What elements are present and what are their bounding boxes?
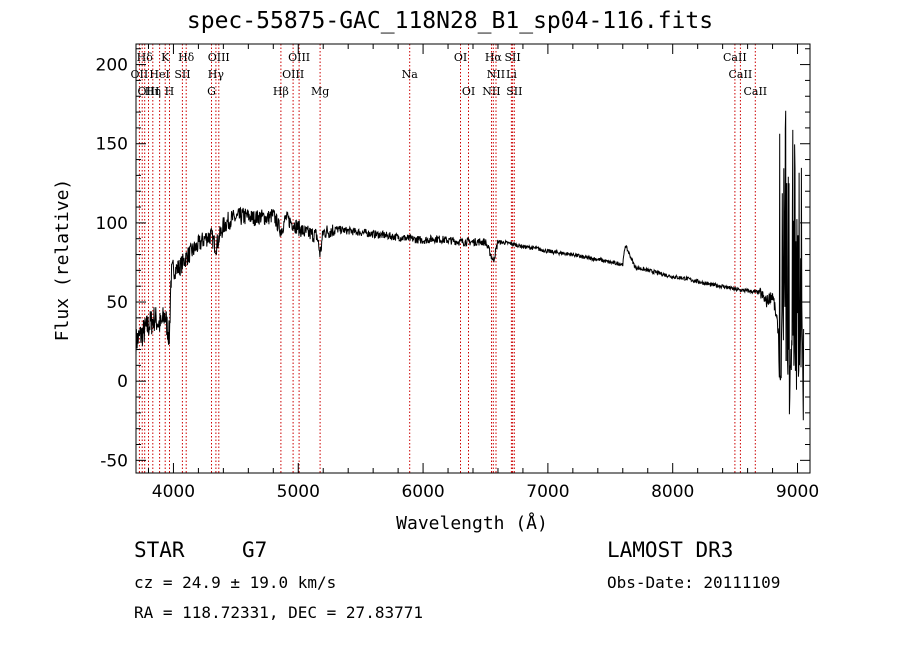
line-label-4: OIII (288, 51, 310, 64)
coordinates: RA = 118.72331, DEC = 27.83771 (134, 603, 423, 622)
line-label-25: NII (482, 85, 500, 98)
obs-date: Obs-Date: 20111109 (607, 573, 781, 592)
line-label-11: SII (174, 68, 190, 81)
line-label-20: H (165, 85, 175, 98)
line-label-10: HeI (149, 68, 169, 81)
line-label-21: G (207, 85, 216, 98)
line-label-0: Hδ (137, 51, 154, 64)
x-tick-label-7000: 7000 (526, 482, 569, 502)
line-label-26: SII (506, 85, 522, 98)
y-tick-label-200: 200 (96, 56, 128, 76)
y-axis-label: Flux (relative) (52, 179, 73, 342)
line-label-27: CaII (743, 85, 767, 98)
line-label-3: OIII (208, 51, 230, 64)
line-label-1: K (161, 51, 170, 64)
survey-name: LAMOST DR3 (607, 538, 734, 562)
redshift-info: cz = 24.9 ± 19.0 km/s (134, 573, 337, 592)
line-label-9: OII (131, 68, 149, 81)
subclass: G7 (242, 538, 268, 562)
line-label-19: Hη (145, 85, 161, 98)
spectrum-line (135, 110, 805, 421)
chart-title: spec-55875-GAC_118N28_B1_sp04-116.fits (186, 8, 714, 34)
x-tick-label-9000: 9000 (776, 482, 819, 502)
line-label-6: Hα (485, 51, 503, 64)
y-tick-label-50: 50 (106, 293, 128, 313)
line-label-17: CaII (729, 68, 753, 81)
object-class: STAR (134, 538, 185, 562)
y-tick-label-150: 150 (96, 135, 128, 155)
y-tick-label-100: 100 (96, 214, 128, 234)
line-label-7: SII (504, 51, 520, 64)
y-tick-label-0: 0 (117, 372, 128, 392)
plot-frame (135, 43, 811, 474)
line-label-13: OIII (282, 68, 304, 81)
x-tick-label-8000: 8000 (651, 482, 694, 502)
line-label-22: Hβ (273, 85, 289, 98)
line-label-2: Hδ (178, 51, 195, 64)
line-label-8: CaII (723, 51, 747, 64)
line-label-23: Mg (311, 85, 329, 98)
y-tick-label--50: -50 (100, 451, 128, 471)
spectrum-series-group (135, 110, 805, 421)
x-tick-label-6000: 6000 (401, 482, 444, 502)
line-markers-group (138, 44, 756, 473)
line-label-24: OI (462, 85, 475, 98)
line-label-12: Hγ (208, 68, 225, 81)
x-axis-label: Wavelength (Å) (396, 512, 548, 534)
axis-ticks-group: 4000 5000 6000 7000 8000 9000 -50 0 50 100 150 200 (96, 44, 819, 502)
x-tick-label-5000: 5000 (277, 482, 320, 502)
line-label-18: OIII (137, 85, 159, 98)
x-tick-label-4000: 4000 (152, 482, 195, 502)
line-label-16: Li (506, 68, 517, 81)
line-label-15: NII (487, 68, 505, 81)
line-label-5: OI (454, 51, 467, 64)
line-label-14: Na (402, 68, 419, 81)
